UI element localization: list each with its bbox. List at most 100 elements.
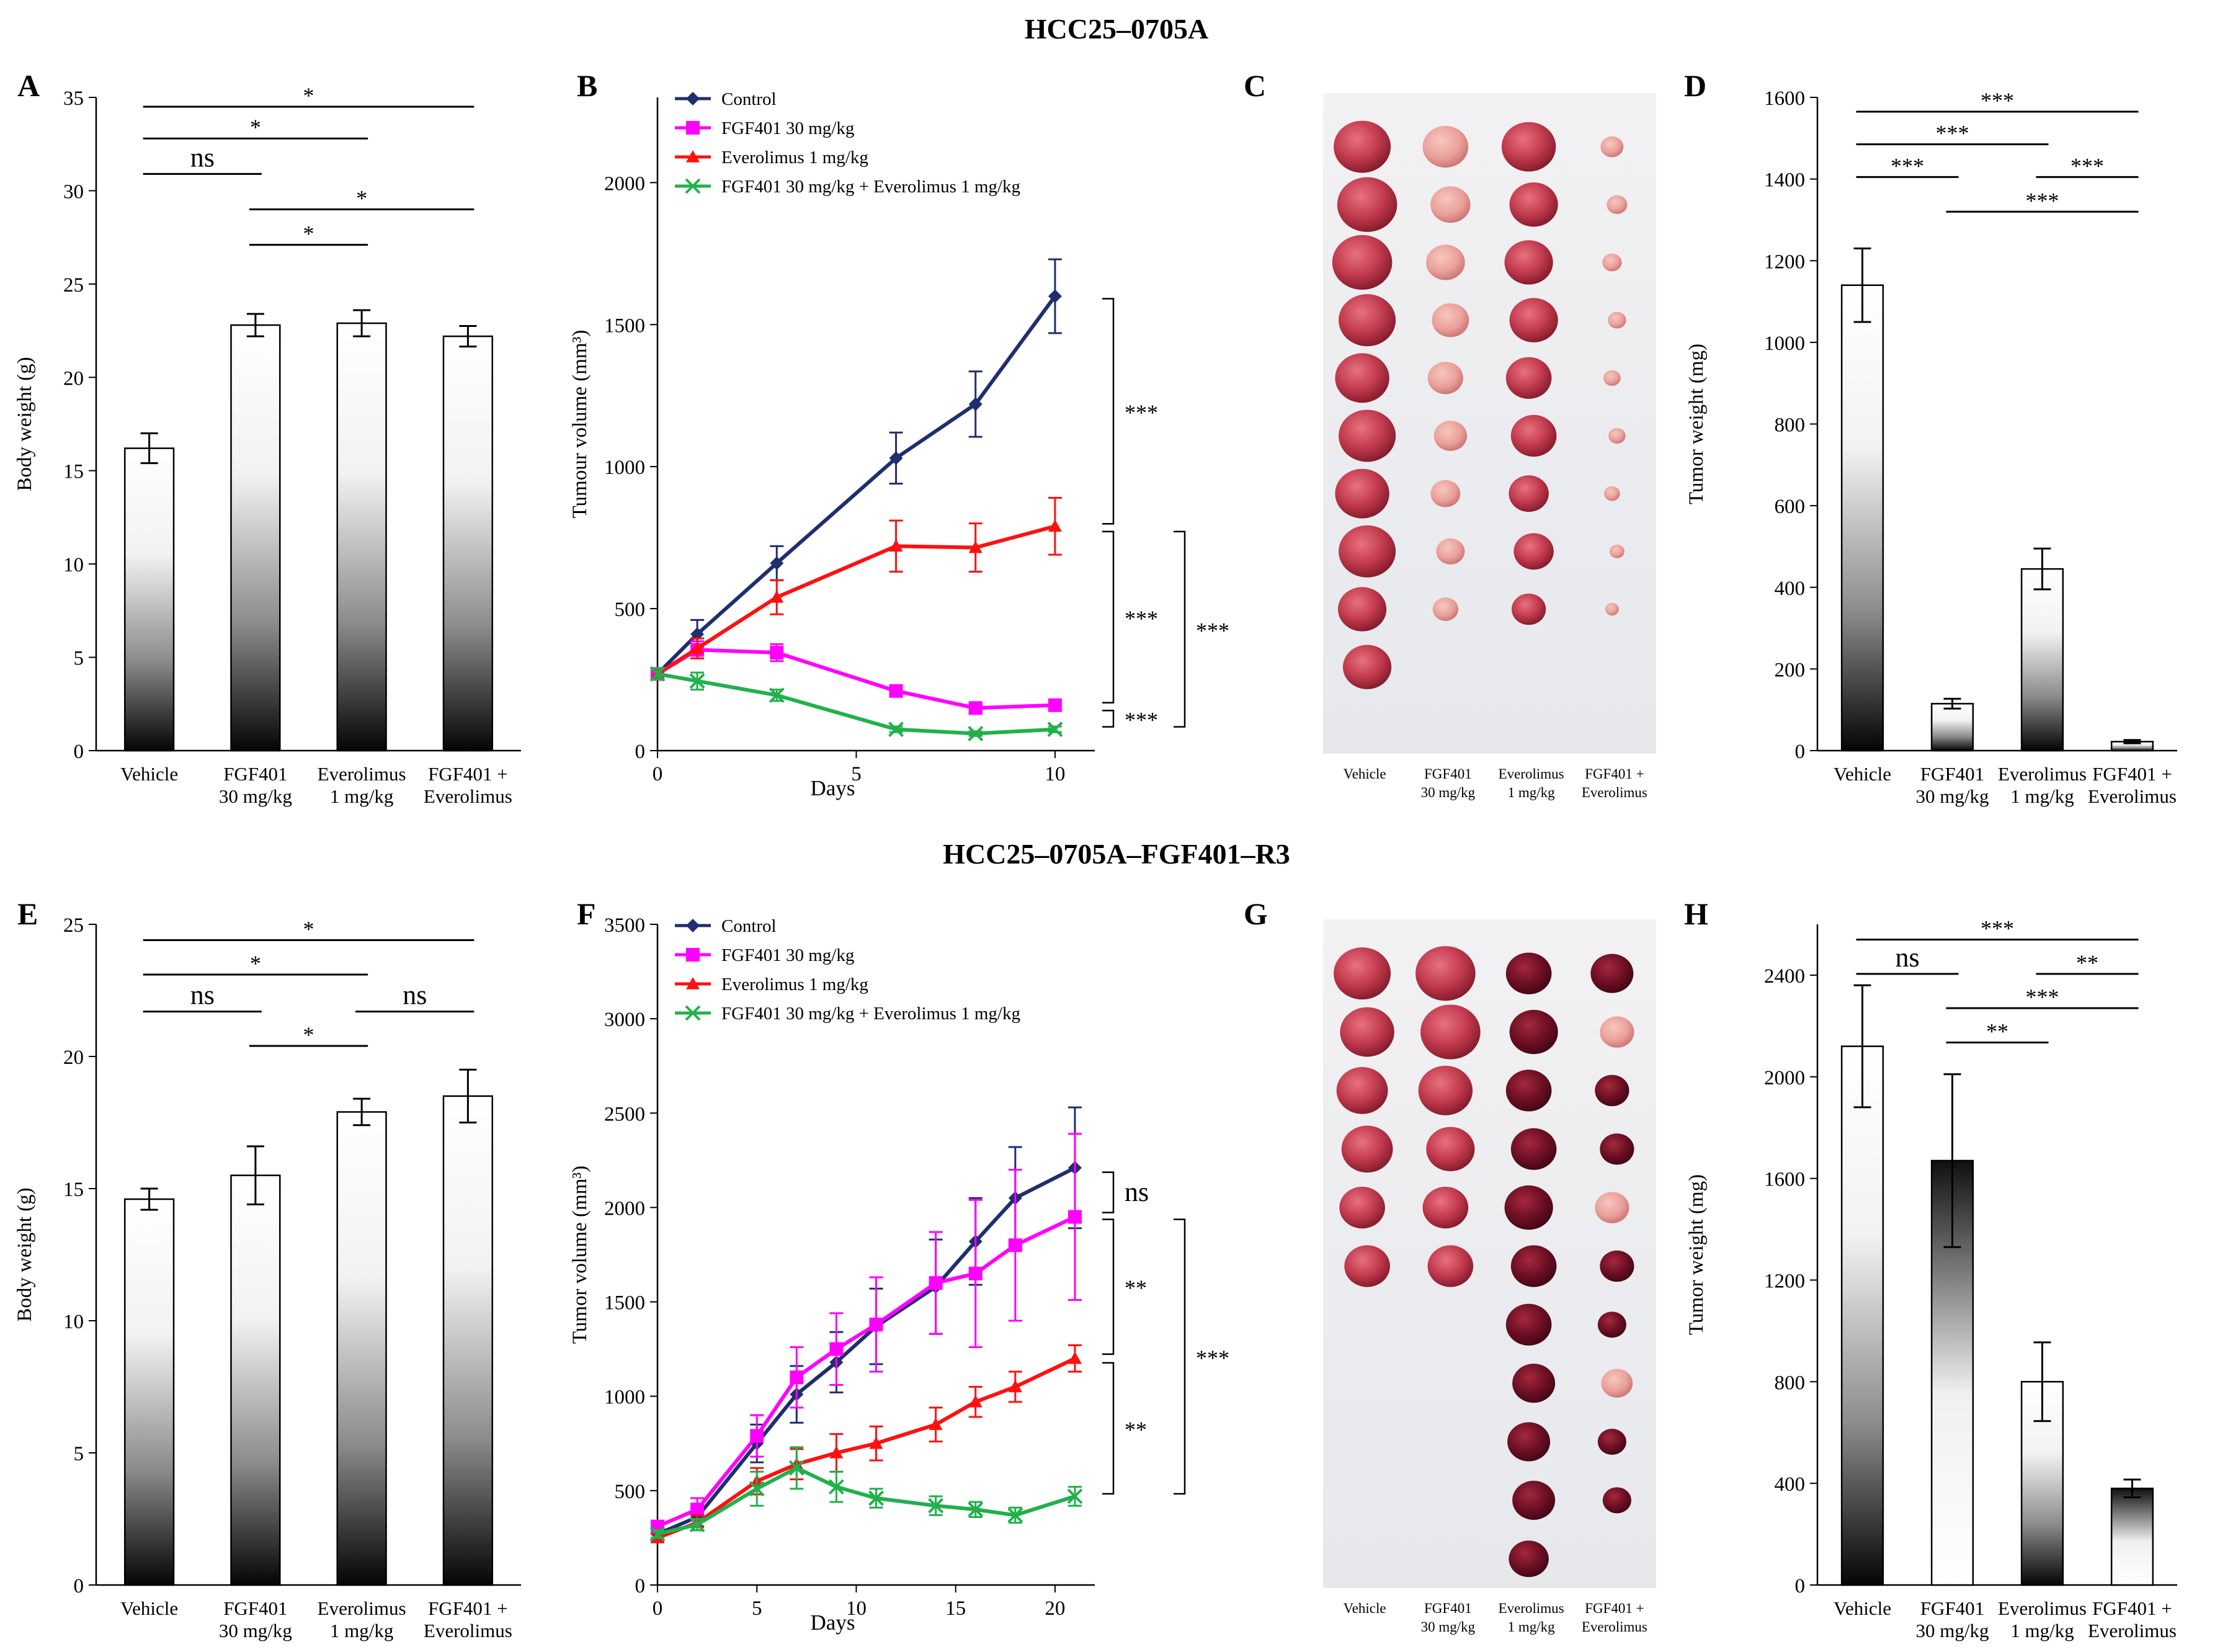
- y-axis-label: Tumour volume (mm³): [569, 330, 591, 519]
- significance-label: ***: [2026, 188, 2059, 213]
- significance-label: *: [303, 917, 314, 942]
- y-tick-label: 2000: [604, 1197, 645, 1220]
- panel-h-tumor-weight-chart: H 0 400 800 1200 1600 2000 2400 Tumor weight (mg…: [1684, 896, 2177, 1641]
- data-point: [770, 590, 784, 603]
- panel-g-tumour-photo: G Vehicle FGF401 30 mg/kg Everolimus 1 mg/kg F…: [1244, 896, 1656, 1635]
- tumour-specimen: [1339, 294, 1396, 347]
- tumour-specimen: [1510, 1128, 1557, 1170]
- legend-label: Everolimus 1 mg/kg: [721, 148, 868, 167]
- tumour-specimen: [1415, 946, 1476, 1001]
- data-point: [1067, 1488, 1083, 1504]
- x-category-label: FGF401 +: [2092, 763, 2172, 785]
- data-point: [749, 1481, 765, 1497]
- tumour-specimen: [1505, 1069, 1552, 1112]
- data-point: [769, 687, 785, 703]
- tumour-specimen: [1430, 480, 1461, 507]
- x-tick-label: 15: [945, 1597, 966, 1620]
- tumour-specimen: [1513, 533, 1554, 570]
- legend-label: Everolimus 1 mg/kg: [721, 975, 868, 994]
- significance-bracket: [1102, 530, 1115, 703]
- data-point: [968, 1501, 984, 1517]
- data-point: [968, 1266, 983, 1280]
- tumour-specimen: [1509, 182, 1558, 227]
- tumour-specimen: [1422, 1187, 1469, 1229]
- x-category-label: FGF401: [1920, 763, 1984, 785]
- y-tick-label: 1000: [604, 457, 645, 479]
- data-point: [868, 1490, 884, 1506]
- y-tick-label: 1400: [1764, 169, 1805, 192]
- significance-label: ns: [403, 980, 427, 1011]
- tumour-specimen: [1433, 421, 1468, 451]
- data-point: [686, 977, 700, 989]
- y-tick-label: 400: [1775, 578, 1806, 600]
- y-tick-label: 500: [615, 1481, 646, 1503]
- tumour-specimen: [1512, 1480, 1556, 1520]
- tumour-specimen: [1608, 311, 1626, 329]
- y-tick-label: 2500: [604, 1103, 645, 1125]
- specimen-group-label: Everolimus: [1582, 1619, 1647, 1635]
- tumour-specimen: [1505, 357, 1552, 399]
- series-control: [651, 1106, 1082, 1541]
- data-point: [968, 397, 983, 411]
- bar: [442, 1095, 494, 1586]
- x-category-label: 1 mg/kg: [330, 1620, 393, 1641]
- tumour-specimen: [1337, 177, 1397, 232]
- panel-b-tumour-volume-chart: B 0 500 1000 1500 2000 Tumour volume (mm³) 0 5 10…: [569, 68, 1229, 800]
- series-combo: [649, 666, 1063, 741]
- tumour-specimen: [1426, 1127, 1475, 1171]
- tumour-specimen: [1608, 427, 1626, 444]
- y-tick-label: 1500: [604, 315, 645, 337]
- bar: [336, 322, 387, 752]
- significance-bracket: [1174, 530, 1186, 728]
- tumour-specimen: [1432, 303, 1469, 337]
- y-axis-label: Tumor volume (mm³): [569, 1166, 591, 1344]
- data-point: [968, 1395, 983, 1408]
- bar: [2020, 568, 2064, 752]
- x-axis-label: Days: [811, 1610, 855, 1635]
- tumour-specimen: [1510, 1245, 1557, 1287]
- y-tick-label: 500: [615, 599, 646, 621]
- x-tick-label: 0: [653, 763, 663, 785]
- x-category-label: FGF401: [1920, 1597, 1984, 1619]
- y-tick-label: 0: [635, 1575, 646, 1597]
- data-point: [1008, 1238, 1022, 1252]
- significance-label: *: [250, 115, 261, 140]
- specimen-group-label: 30 mg/kg: [1421, 1619, 1476, 1635]
- x-category-label: Vehicle: [120, 763, 178, 785]
- significance-label: **: [1125, 1417, 1147, 1442]
- significance-label: *: [250, 951, 261, 976]
- x-tick-label: 0: [653, 1597, 663, 1620]
- tumour-specimen: [1344, 1245, 1390, 1287]
- significance-label: ***: [1196, 1346, 1229, 1370]
- series-line: [656, 524, 1056, 676]
- specimen-group-label: 1 mg/kg: [1508, 1619, 1556, 1635]
- legend-label: FGF401 30 mg/kg + Everolimus 1 mg/kg: [721, 177, 1020, 197]
- x-category-label: 30 mg/kg: [1916, 785, 1989, 807]
- significance-bracket: [1102, 298, 1115, 525]
- tumour-specimen: [1600, 1016, 1634, 1048]
- tumour-specimen: [1600, 136, 1624, 158]
- significance-label: **: [1125, 1275, 1147, 1300]
- tumour-specimen: [1422, 125, 1469, 168]
- series-everolimus: [651, 497, 1062, 681]
- data-point: [685, 178, 701, 194]
- data-point: [829, 1342, 844, 1356]
- x-category-label: Everolimus: [2088, 1620, 2177, 1641]
- tumour-specimen: [1430, 186, 1471, 223]
- tumour-specimen: [1509, 298, 1558, 342]
- significance-label: ns: [1125, 1177, 1149, 1207]
- panel-letter-e: E: [17, 896, 38, 931]
- x-category-label: FGF401 +: [428, 1597, 508, 1619]
- y-tick-label: 3500: [604, 914, 645, 937]
- panel-letter-h: H: [1684, 896, 1708, 931]
- specimen-group-label: Vehicle: [1344, 766, 1386, 782]
- x-category-label: FGF401 +: [2092, 1597, 2172, 1619]
- data-point: [889, 539, 903, 552]
- tumour-specimen: [1420, 1004, 1481, 1060]
- significance-bracket: [1102, 1362, 1115, 1495]
- x-category-label: FGF401: [223, 1597, 287, 1619]
- tumour-specimen: [1602, 1487, 1631, 1514]
- tumour-specimen: [1595, 1192, 1629, 1223]
- specimen-group-label: 1 mg/kg: [1508, 785, 1556, 800]
- y-tick-label: 400: [1775, 1473, 1806, 1496]
